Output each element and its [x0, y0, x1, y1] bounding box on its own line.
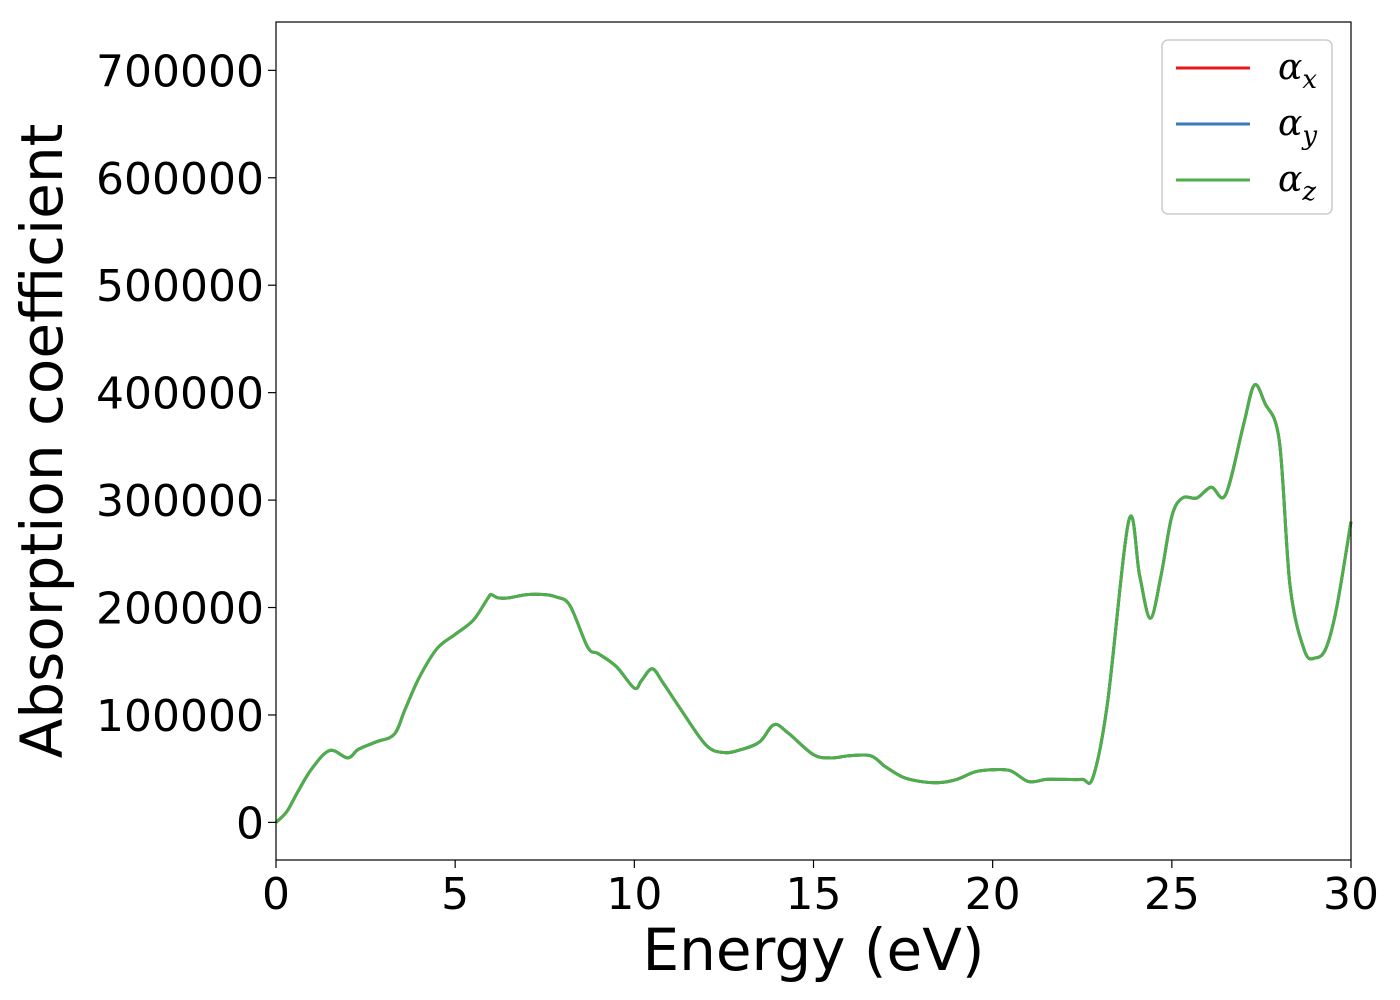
legend: αx αy αz [1161, 39, 1333, 215]
y-tick-label: 700000 [96, 46, 264, 97]
legend-label: αx [1278, 47, 1317, 95]
series-line-alpha-z [274, 383, 1353, 824]
y-tick-label: 500000 [96, 261, 264, 312]
y-axis-ticks: 0 100000 200000 300000 400000 500000 600000 700… [96, 46, 276, 849]
y-tick-label: 200000 [96, 584, 264, 635]
x-tick-label: 15 [786, 869, 842, 920]
x-axis-label: Energy (eV) [642, 916, 984, 984]
x-tick-label: 5 [441, 869, 469, 920]
series-line-alpha-y [274, 383, 1353, 824]
plot-frame [275, 21, 1352, 861]
y-tick-label: 300000 [96, 476, 264, 527]
x-axis-ticks: 0 5 10 15 20 25 30 [262, 860, 1379, 920]
series-line-alpha-x [274, 383, 1353, 824]
legend-label: αy [1278, 103, 1317, 151]
x-tick-label: 25 [1144, 869, 1200, 920]
y-tick-label: 100000 [96, 691, 264, 742]
y-axis-label: Absorption coefficient [8, 124, 76, 759]
x-tick-label: 10 [606, 869, 662, 920]
x-tick-label: 20 [965, 869, 1021, 920]
y-tick-label: 600000 [96, 154, 264, 205]
series-lines [274, 383, 1353, 824]
x-tick-label: 30 [1323, 869, 1379, 920]
y-tick-label: 400000 [96, 369, 264, 420]
legend-label: αz [1278, 159, 1316, 207]
x-tick-label: 0 [262, 869, 290, 920]
y-tick-label: 0 [236, 798, 264, 849]
legend-box [1161, 39, 1333, 215]
